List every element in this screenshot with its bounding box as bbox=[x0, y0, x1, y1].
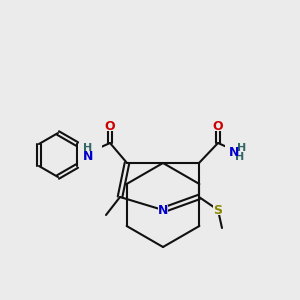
Text: H: H bbox=[83, 143, 93, 153]
Text: S: S bbox=[214, 203, 223, 217]
Text: N: N bbox=[83, 149, 93, 163]
Bar bbox=[78, 144, 102, 160]
Text: H: H bbox=[236, 152, 244, 162]
Text: O: O bbox=[105, 119, 115, 133]
Text: O: O bbox=[213, 119, 223, 133]
Bar bbox=[213, 205, 223, 215]
Text: N: N bbox=[158, 203, 168, 217]
Text: N: N bbox=[229, 146, 239, 158]
Bar bbox=[158, 205, 168, 215]
Text: H: H bbox=[237, 143, 247, 153]
Bar bbox=[213, 121, 223, 131]
Bar bbox=[105, 121, 115, 131]
Bar bbox=[225, 143, 251, 161]
